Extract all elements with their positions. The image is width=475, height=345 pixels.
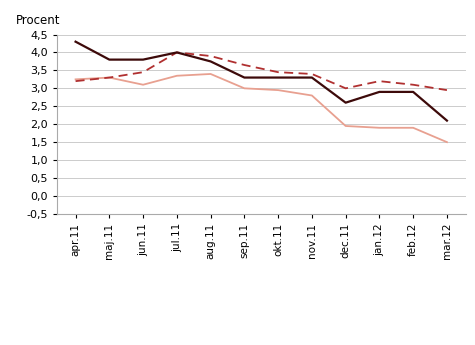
Sverige bbox=[241, 86, 247, 90]
Sverige bbox=[174, 74, 180, 78]
Sverige bbox=[377, 126, 382, 130]
Åland bbox=[410, 90, 416, 94]
Text: Procent: Procent bbox=[16, 14, 61, 27]
Line: Åland: Åland bbox=[76, 42, 447, 121]
Finland bbox=[343, 86, 349, 90]
Åland bbox=[241, 76, 247, 80]
Åland bbox=[377, 90, 382, 94]
Finland bbox=[410, 83, 416, 87]
Finland bbox=[241, 63, 247, 67]
Sverige bbox=[343, 124, 349, 128]
Line: Finland: Finland bbox=[76, 52, 447, 90]
Åland bbox=[309, 76, 315, 80]
Finland bbox=[309, 72, 315, 76]
Åland bbox=[106, 58, 112, 62]
Åland bbox=[343, 101, 349, 105]
Sverige bbox=[410, 126, 416, 130]
Sverige bbox=[444, 140, 450, 144]
Åland bbox=[276, 76, 281, 80]
Åland bbox=[174, 50, 180, 55]
Åland bbox=[73, 40, 78, 44]
Åland bbox=[208, 59, 213, 63]
Sverige bbox=[106, 76, 112, 80]
Line: Sverige: Sverige bbox=[76, 74, 447, 142]
Finland bbox=[174, 50, 180, 55]
Finland bbox=[276, 70, 281, 74]
Finland bbox=[377, 79, 382, 83]
Sverige bbox=[73, 77, 78, 81]
Finland bbox=[444, 88, 450, 92]
Sverige bbox=[208, 72, 213, 76]
Åland bbox=[140, 58, 146, 62]
Finland bbox=[140, 70, 146, 74]
Sverige bbox=[309, 93, 315, 98]
Finland bbox=[73, 79, 78, 83]
Sverige bbox=[140, 83, 146, 87]
Finland bbox=[106, 76, 112, 80]
Finland bbox=[208, 54, 213, 58]
Åland bbox=[444, 119, 450, 123]
Sverige bbox=[276, 88, 281, 92]
